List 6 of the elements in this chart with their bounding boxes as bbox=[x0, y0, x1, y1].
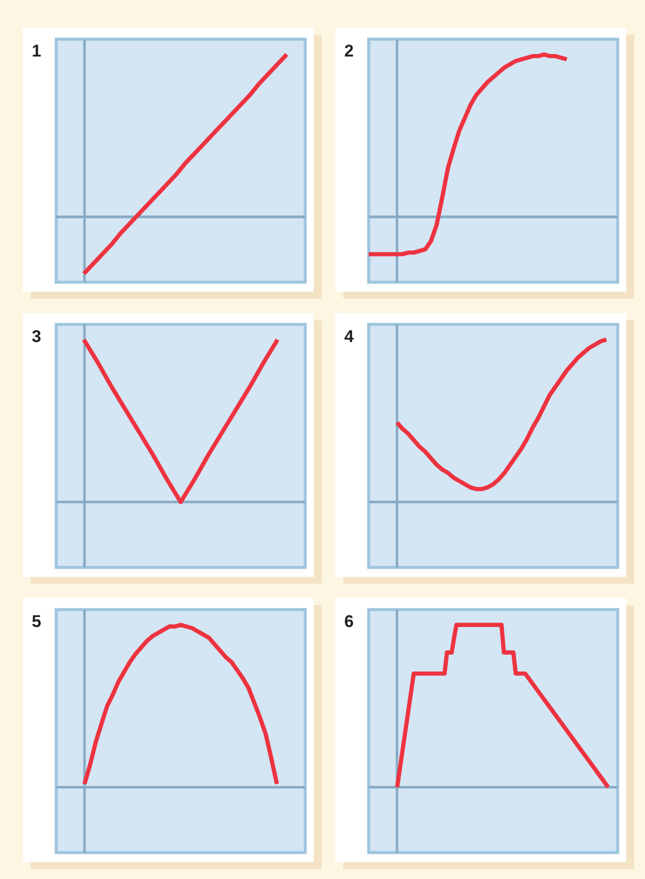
chart-title: 3 bbox=[32, 326, 42, 346]
chart-title: 6 bbox=[344, 612, 354, 632]
chart-title: 4 bbox=[344, 326, 354, 346]
chart-title: 5 bbox=[32, 612, 42, 632]
chart-title: 1 bbox=[32, 42, 42, 61]
chart-title: 2 bbox=[344, 42, 354, 61]
